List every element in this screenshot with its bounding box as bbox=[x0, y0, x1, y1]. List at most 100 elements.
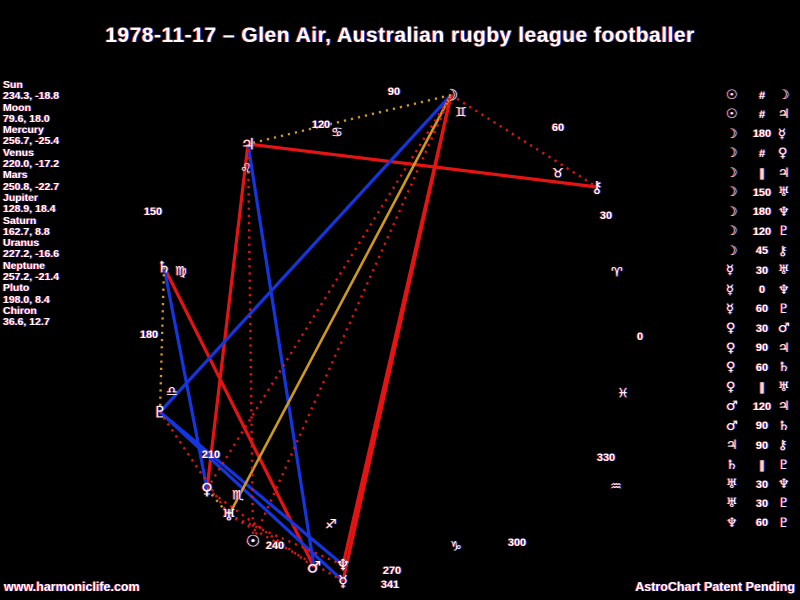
planet-name: Venus bbox=[3, 146, 34, 159]
aspect-planet1-glyph: ☉ bbox=[726, 107, 738, 123]
degree-label-210: 210 bbox=[201, 449, 221, 461]
aspect-planet1-glyph: ♀ bbox=[726, 321, 736, 337]
aspect-planet2-glyph: ♄ bbox=[778, 360, 790, 376]
neptune-planet-glyph: ♆ bbox=[335, 555, 351, 575]
moon-planet-glyph: ☽ bbox=[443, 85, 459, 105]
aspect-line-moon-neptune bbox=[341, 94, 453, 566]
aspect-planet2-glyph: ☽ bbox=[778, 88, 790, 103]
aspect-planet2-glyph: ⚷ bbox=[778, 438, 788, 454]
planet-coordinates: 79.6, 18.0 bbox=[3, 112, 50, 125]
aspect-angle-value: ∥ bbox=[759, 381, 765, 394]
aspect-planet1-glyph: ♃ bbox=[726, 438, 738, 454]
aspect-row: ☿ 60 ♇ bbox=[726, 300, 798, 319]
aspect-row: ♂ 120 ♃ bbox=[726, 397, 798, 416]
aspect-planet2-glyph: ♆ bbox=[778, 477, 790, 492]
uranus-planet-glyph: ♅ bbox=[221, 505, 237, 525]
aspect-planet2-glyph: ♅ bbox=[778, 263, 790, 279]
aspect-planet2-glyph: ♅ bbox=[778, 185, 790, 201]
aspect-planet1-glyph: ☿ bbox=[726, 301, 734, 317]
aspect-angle-value: 45 bbox=[755, 245, 769, 258]
aspect-planet1-glyph: ♂ bbox=[726, 418, 738, 434]
aspect-row: ☿ 30 ♅ bbox=[726, 261, 798, 280]
jupiter-planet-glyph: ♃ bbox=[240, 134, 256, 154]
aspect-angle-value: # bbox=[758, 89, 766, 102]
patent-pending-text: AstroChart Patent Pending bbox=[635, 580, 795, 594]
aspect-row: ♅ 30 ♇ bbox=[726, 494, 798, 513]
aspect-row: ♀ 30 ♂ bbox=[726, 319, 798, 338]
page-title: 1978-11-17 – Glen Air, Australian rugby … bbox=[105, 24, 695, 47]
planet-name: Moon bbox=[3, 101, 31, 114]
virgo-sign-glyph: ♍ bbox=[175, 264, 187, 280]
aspect-planet2-glyph: ♇ bbox=[778, 224, 790, 240]
aspect-row: ♂ 90 ♄ bbox=[726, 417, 798, 436]
aspect-planet2-glyph: ♃ bbox=[778, 399, 790, 415]
planet-coordinates: 257.2, -21.4 bbox=[3, 271, 60, 284]
aspect-planet1-glyph: ♆ bbox=[726, 515, 738, 531]
aspect-planet2-glyph: ♆ bbox=[778, 204, 790, 220]
planet-coordinates: 227.2, -16.6 bbox=[3, 248, 60, 261]
degree-label-30: 30 bbox=[599, 210, 613, 222]
degree-label-240: 240 bbox=[265, 540, 285, 552]
aspect-angle-value: 30 bbox=[755, 478, 769, 491]
aspect-planet1-glyph: ☽ bbox=[726, 243, 738, 259]
aries-sign-glyph: ♈ bbox=[611, 265, 623, 281]
planet-name: Neptune bbox=[3, 259, 45, 272]
degree-label-120: 120 bbox=[311, 119, 331, 131]
aspect-line-sun-jupiter bbox=[246, 143, 255, 542]
planet-name: Chiron bbox=[3, 304, 37, 317]
aspect-angle-value: 30 bbox=[755, 264, 769, 277]
aspect-planet1-glyph: ☿ bbox=[726, 263, 734, 279]
aspect-row: ♆ 60 ♇ bbox=[726, 514, 798, 533]
gemini-sign-glyph: ♊ bbox=[455, 105, 467, 121]
aspect-planet1-glyph: ♅ bbox=[726, 477, 738, 492]
taurus-sign-glyph: ♉ bbox=[552, 166, 564, 182]
aspect-row: ☿ 0 ♆ bbox=[726, 281, 798, 300]
aspect-planet1-glyph: ♀ bbox=[726, 379, 736, 395]
planet-coordinates: 162.7, 8.8 bbox=[3, 225, 50, 238]
aspect-angle-value: ∥ bbox=[759, 167, 765, 180]
aspect-planet2-glyph: ♅ bbox=[778, 379, 790, 395]
aspect-angle-value: 0 bbox=[758, 284, 766, 296]
aspect-angle-value: 90 bbox=[755, 439, 769, 452]
degree-label-300: 300 bbox=[507, 537, 527, 549]
aspect-planet1-glyph: ☽ bbox=[726, 126, 738, 142]
aspect-angle-value: 120 bbox=[752, 225, 772, 238]
aspect-angle-value: 90 bbox=[755, 342, 769, 355]
aspect-row: ♅ 30 ♆ bbox=[726, 475, 798, 494]
aspect-row: ☽ 45 ⚷ bbox=[726, 242, 798, 261]
saturn-planet-glyph: ♄ bbox=[156, 257, 172, 277]
aspect-row: ♃ 90 ⚷ bbox=[726, 436, 798, 455]
aspect-row: ♀ ∥ ♅ bbox=[726, 378, 798, 397]
aspect-line-saturn-pluto bbox=[158, 266, 166, 413]
degree-label-341: 341 bbox=[380, 579, 400, 591]
aspect-planet1-glyph: ☽ bbox=[726, 165, 738, 181]
aspect-planet1-glyph: ☽ bbox=[726, 224, 738, 240]
aspect-angle-value: 180 bbox=[752, 206, 772, 219]
aspect-planet2-glyph: ♃ bbox=[778, 165, 790, 181]
aspect-angle-value: 60 bbox=[755, 517, 769, 530]
aspect-planet2-glyph: ♇ bbox=[778, 496, 790, 512]
aspect-line-venus-saturn bbox=[162, 266, 209, 490]
aspect-line-venus-jupiter bbox=[205, 143, 250, 490]
planet-name: Pluto bbox=[3, 282, 30, 295]
aspect-angle-value: 180 bbox=[752, 128, 772, 141]
aspect-planet2-glyph: ♆ bbox=[778, 282, 790, 298]
aspect-planet1-glyph: ☿ bbox=[726, 282, 734, 298]
aspect-angle-value: 30 bbox=[755, 497, 769, 510]
scorpio-sign-glyph: ♏ bbox=[232, 488, 244, 504]
aspect-planet1-glyph: ☽ bbox=[726, 204, 738, 220]
aspect-row: ♀ 60 ♄ bbox=[726, 358, 798, 377]
sagittarius-sign-glyph: ♐ bbox=[325, 517, 337, 533]
degree-label-90: 90 bbox=[387, 86, 401, 98]
aspect-planet1-glyph: ♀ bbox=[726, 360, 736, 376]
aspect-angle-value: 60 bbox=[755, 303, 769, 316]
leo-sign-glyph: ♌ bbox=[240, 161, 252, 177]
aspect-row: ☽ 180 ☿ bbox=[726, 125, 798, 144]
aspect-angle-value: 60 bbox=[755, 361, 769, 374]
degree-label-150: 150 bbox=[143, 206, 163, 218]
aspect-row: ☽ 120 ♇ bbox=[726, 222, 798, 241]
degree-label-60: 60 bbox=[551, 122, 565, 134]
aspect-planet2-glyph: ♂ bbox=[778, 321, 790, 337]
aspect-row: ☽ ∥ ♃ bbox=[726, 164, 798, 183]
